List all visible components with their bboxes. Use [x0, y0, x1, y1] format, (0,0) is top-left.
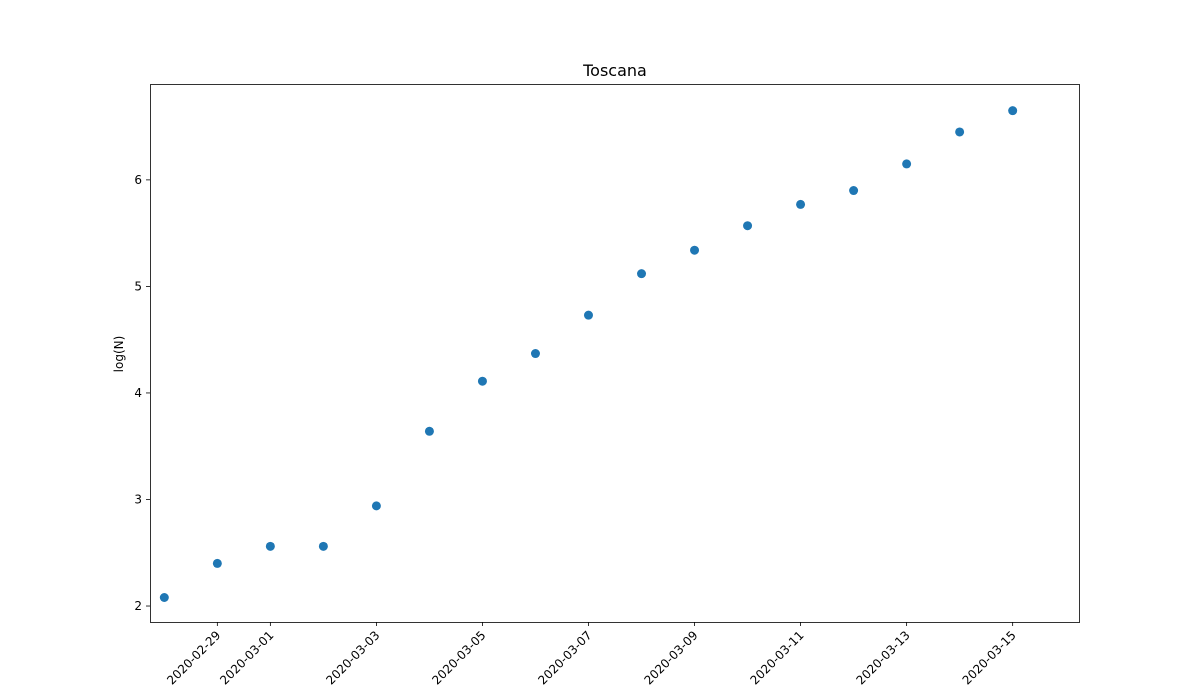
data-point	[159, 592, 169, 602]
x-tick-label: 2020-03-03	[323, 628, 382, 687]
data-point	[743, 221, 753, 231]
data-point	[530, 349, 540, 359]
data-point	[796, 199, 806, 209]
x-tick-label: 2020-03-01	[217, 628, 276, 687]
data-point	[637, 269, 647, 279]
data-point	[424, 426, 434, 436]
data-point	[265, 541, 275, 551]
data-point	[955, 127, 965, 137]
y-tick-label: 6	[134, 173, 142, 187]
x-tick-label: 2020-03-07	[535, 628, 594, 687]
data-points	[159, 106, 1018, 602]
y-tick-label: 5	[134, 279, 142, 293]
x-tick-label: 2020-03-13	[854, 628, 913, 687]
data-point	[477, 376, 487, 386]
y-axis: 2 3 4 5 6	[134, 173, 150, 613]
data-point	[1008, 106, 1018, 116]
y-axis-label: log(N)	[112, 336, 126, 373]
y-tick-label: 3	[134, 492, 142, 506]
data-point	[318, 541, 328, 551]
data-point	[902, 159, 912, 169]
chart-title: Toscana	[582, 61, 647, 80]
plot-area	[150, 84, 1080, 623]
x-tick-label: 2020-03-15	[960, 628, 1019, 687]
x-tick-label: 2020-02-29	[164, 628, 223, 687]
x-tick-label: 2020-03-05	[429, 628, 488, 687]
data-point	[371, 501, 381, 511]
data-point	[690, 245, 700, 255]
x-tick-label: 2020-03-11	[747, 628, 806, 687]
x-tick-label: 2020-03-09	[641, 628, 700, 687]
data-point	[583, 310, 593, 320]
y-tick-label: 4	[134, 386, 142, 400]
y-tick-label: 2	[134, 599, 142, 613]
data-point	[849, 186, 859, 196]
data-point	[212, 558, 222, 568]
